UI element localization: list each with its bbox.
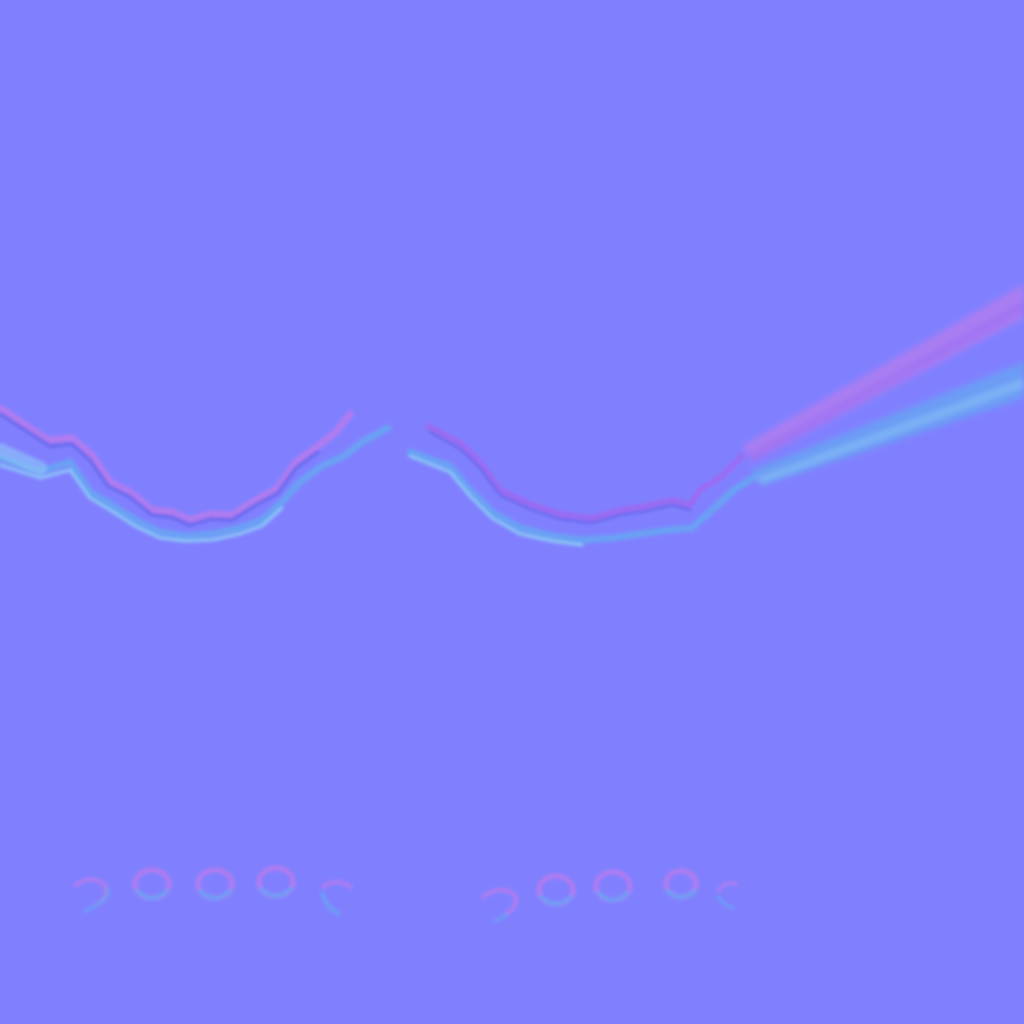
eyelet-ring	[132, 867, 172, 901]
strap-left-stitched-edge	[0, 404, 392, 543]
eyelet-ring	[593, 869, 633, 903]
eyelet-hook-left-end	[320, 880, 354, 916]
diagonal-ribbon-band	[742, 284, 1024, 486]
eyelet-ring	[663, 868, 699, 900]
eyelet-hook-right-start	[480, 887, 518, 924]
eyelet-hook-right-end	[716, 881, 739, 910]
eyelet-ring	[195, 867, 235, 901]
strap-right-stitched-edge	[406, 423, 760, 547]
eyelet-hook-left-start	[72, 877, 110, 914]
eyelet-ring	[256, 865, 296, 899]
eyelet-row-left	[72, 865, 354, 916]
eyelet-ring	[536, 873, 576, 907]
eyelet-row-right	[480, 868, 739, 924]
